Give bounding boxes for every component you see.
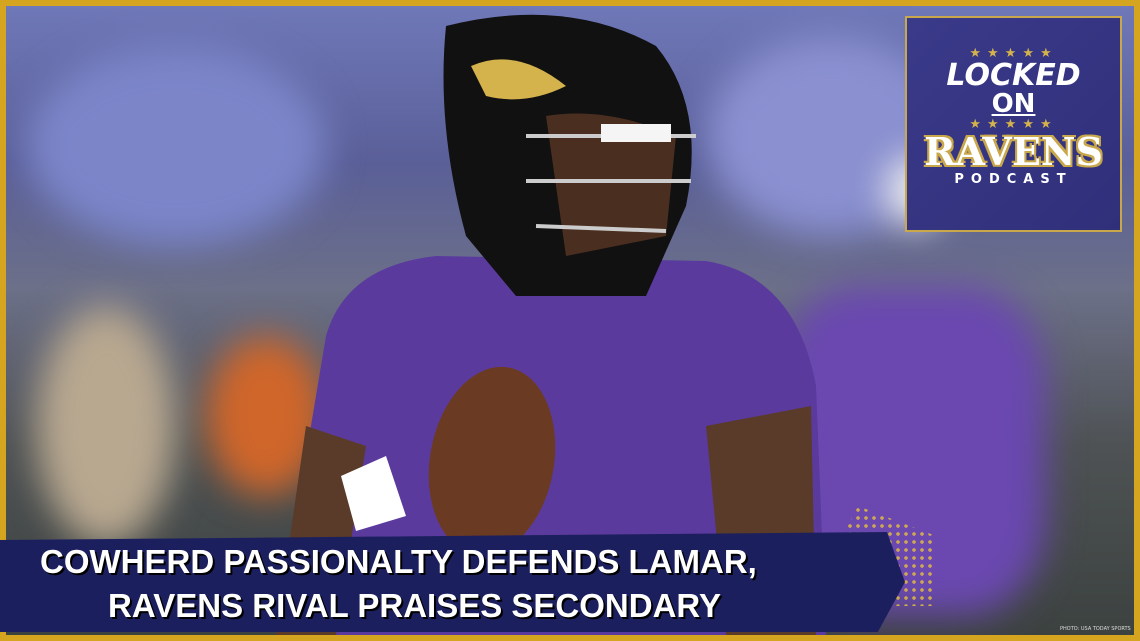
photo-credit: PHOTO: USA TODAY SPORTS bbox=[1060, 626, 1131, 632]
headline-line-2: RAVENS RIVAL PRAISES SECONDARY bbox=[108, 587, 722, 624]
headline: COWHERD PASSIONALTY DEFENDS LAMAR, RAVEN… bbox=[40, 540, 757, 628]
headline-line-1: COWHERD PASSIONALTY DEFENDS LAMAR, bbox=[40, 543, 757, 580]
stars-icon: ★★★★★ bbox=[969, 46, 1058, 61]
locked-on-ravens-logo: ★★★★★ LOCKED ON ★★★★★ RAVENS PODCAST bbox=[905, 16, 1122, 232]
headline-banner bbox=[0, 532, 905, 632]
stars-icon: ★★★★★ bbox=[969, 117, 1058, 132]
